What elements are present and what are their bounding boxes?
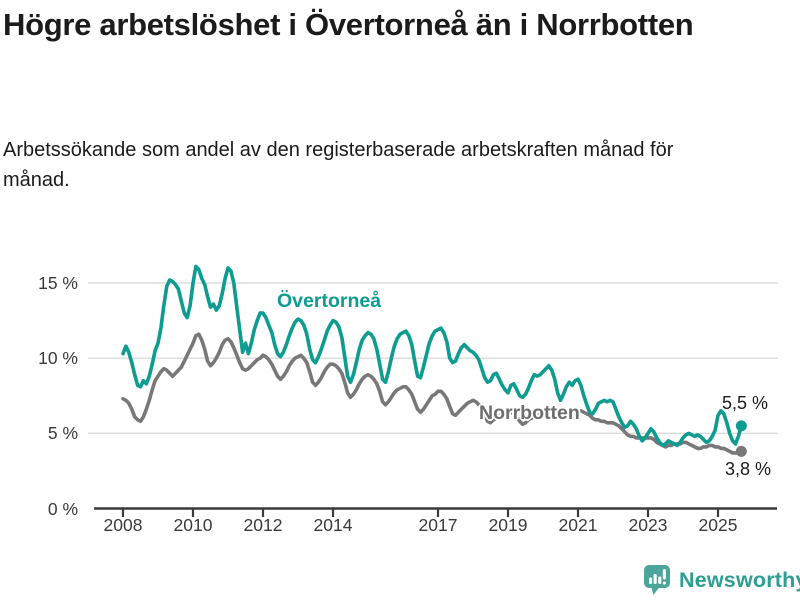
chart-subtitle: Arbetssökande som andel av den registerb… <box>3 139 674 191</box>
x-tick-label: 2010 <box>173 515 213 535</box>
brand-name: Newsworthy <box>679 567 800 592</box>
y-tick-label: 15 % <box>38 273 78 294</box>
x-tick-label: 2021 <box>558 515 598 535</box>
x-tick-label: 2019 <box>488 515 528 535</box>
x-tick-label: 2025 <box>698 515 738 535</box>
x-tick-label: 2008 <box>103 515 143 535</box>
x-tick-label: 2014 <box>313 515 353 535</box>
y-tick-label: 0 % <box>47 498 78 519</box>
brand-footer: Newsworthy <box>643 563 800 597</box>
y-tick-label: 5 % <box>47 423 78 444</box>
y-tick-label: 10 % <box>38 348 78 369</box>
x-tick-label: 2023 <box>628 515 668 535</box>
end-value-norrbotten: 3,8 % <box>725 459 772 479</box>
x-tick-label: 2012 <box>243 515 283 535</box>
newsworthy-logo-icon <box>644 565 670 595</box>
page-title: Högre arbetslöshet i Övertorneå än i Nor… <box>3 7 694 42</box>
x-tick-label: 2017 <box>418 515 458 535</box>
series-label-norrbotten: Norrbotten <box>479 402 580 424</box>
end-value-overtornea: 5,5 % <box>722 393 769 413</box>
series-label-overtornea: Övertorneå <box>277 290 382 312</box>
